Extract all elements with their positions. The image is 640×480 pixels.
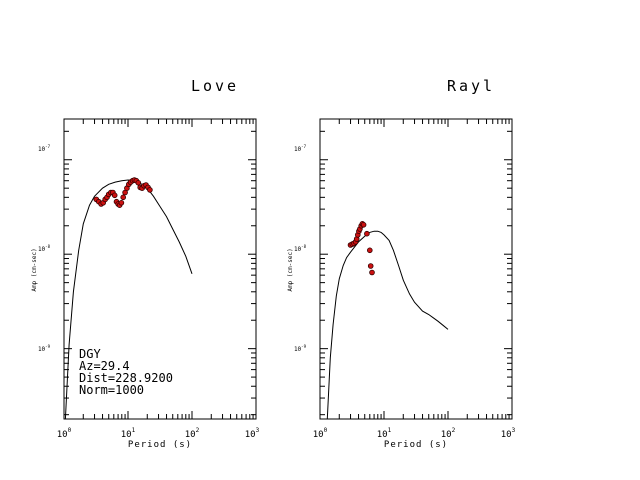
rayl-data-point <box>364 230 370 237</box>
love-x-axis-title: Period (s) <box>128 440 192 450</box>
azimuth-text: Az=29.4 <box>79 359 130 373</box>
rayl-xtick-label: 101 <box>377 427 392 440</box>
love-data-point <box>111 192 118 199</box>
rayl-panel: Rayl 100 101 102 103 10-7 10-8 10-9 Peri… <box>287 77 516 450</box>
distance-text: Dist=228.9200 <box>79 371 173 385</box>
rayl-data-point <box>369 269 375 276</box>
love-data-point <box>135 180 142 186</box>
rayl-ytick-label: 10-9 <box>294 344 307 353</box>
rayl-panel-title: Rayl <box>447 77 495 95</box>
rayl-ytick-label: 10-8 <box>294 244 307 253</box>
love-xtick-label: 102 <box>185 427 200 440</box>
rayl-data-point <box>366 247 373 254</box>
love-data-point <box>147 187 153 193</box>
rayl-data-point <box>360 222 367 228</box>
love-y-axis-title: Amp (cm-sec) <box>31 248 38 291</box>
rayl-model-curve <box>326 230 449 420</box>
norm-text: Norm=1000 <box>79 383 144 397</box>
rayl-x-axis-title: Period (s) <box>384 440 448 450</box>
rayl-ytick-label: 10-7 <box>294 144 307 153</box>
love-model-curve <box>64 179 193 420</box>
rayl-model-line <box>326 230 449 420</box>
love-panel-title: Love <box>191 77 239 95</box>
love-xtick-label: 103 <box>245 427 260 440</box>
love-panel: Love 100 101 102 103 10-7 10-8 10-9 Peri… <box>31 77 260 450</box>
station-name: DGY <box>79 347 101 361</box>
rayl-xtick-label: 103 <box>501 427 516 440</box>
love-xtick-label: 100 <box>57 427 72 440</box>
love-xtick-label: 101 <box>121 427 136 440</box>
love-data-point <box>120 194 126 201</box>
love-ytick-label: 10-7 <box>38 144 51 153</box>
rayl-data-point <box>367 263 374 269</box>
love-axis-ticks <box>63 119 257 419</box>
love-model-line <box>64 179 193 420</box>
love-data-point <box>118 200 125 206</box>
love-ytick-label: 10-9 <box>38 344 51 353</box>
rayl-y-axis-title: Amp (cm-sec) <box>287 248 294 291</box>
love-ytick-label: 10-8 <box>38 244 51 253</box>
rayl-xtick-label: 100 <box>313 427 328 440</box>
rayl-axis-ticks <box>319 119 513 419</box>
love-observed-points <box>93 177 153 209</box>
rayl-xtick-label: 102 <box>441 427 456 440</box>
rayl-observed-points <box>347 221 375 276</box>
